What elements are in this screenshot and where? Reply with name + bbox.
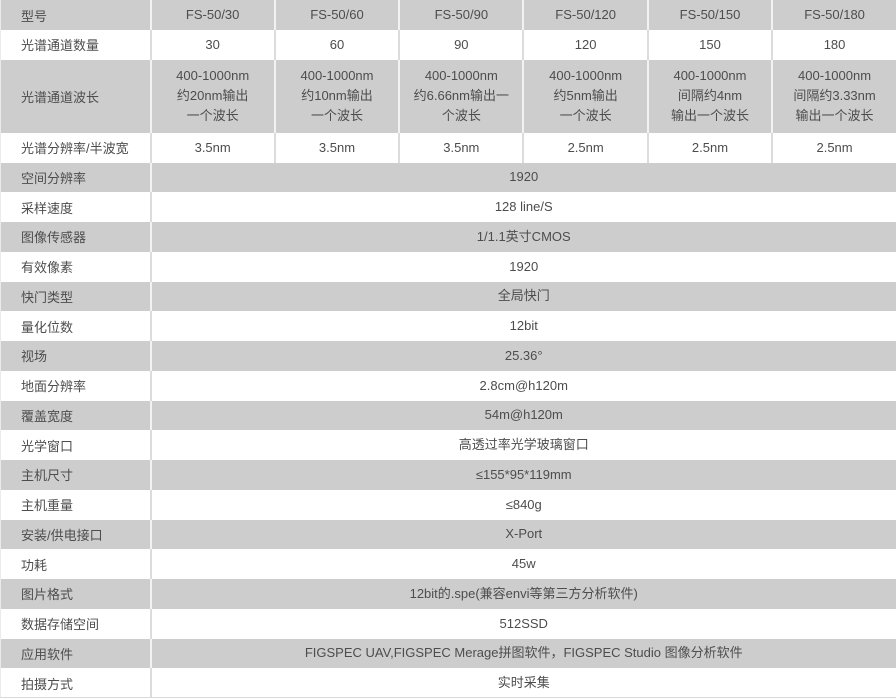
table-row-application-software: 应用软件 FIGSPEC UAV,FIGSPEC Merage拼图软件，FIGS… [0,638,896,669]
row-label: 型号 [21,8,48,24]
cell-value: 全局快门 [149,281,896,312]
table-row-data-storage: 数据存储空间 512SSD [0,608,896,639]
cell-value: 60 [273,30,400,60]
table-row-channel-count: 光谱通道数量 30 60 90 120 150 180 [0,30,896,60]
cell-value: FIGSPEC UAV,FIGSPEC Merage拼图软件，FIGSPEC S… [149,638,896,669]
table-row-optical-window: 光学窗口 高透过率光学玻璃窗口 [0,430,896,460]
column-header-model: FS-50/180 [771,0,896,30]
column-header-model: FS-50/150 [646,0,773,30]
row-label: 地面分辨率 [21,379,87,395]
table-row-image-sensor: 图像传感器 1/1.1英寸CMOS [0,222,896,252]
cell-value: 180 [771,30,896,60]
row-label: 光谱通道数量 [21,38,100,54]
column-header-model: FS-50/30 [149,0,275,30]
table-row-channel-wavelength: 光谱通道波长 400-1000nm 约20nm输出 一个波长 400-1000n… [0,59,896,133]
table-row-spatial-resolution: 空间分辨率 1920 [0,162,896,193]
cell-value: ≤155*95*119mm [149,460,896,490]
cell-value: 25.36° [149,341,896,371]
table-row-sampling-speed: 采样速度 128 line/S [0,192,896,222]
row-label: 主机重量 [21,498,74,514]
column-header-model: FS-50/60 [273,0,400,30]
cell-value: 400-1000nm 约20nm输出 一个波长 [149,59,275,133]
cell-value: 1920 [149,162,896,193]
cell-value: 1920 [149,251,896,282]
table-row-field-of-view: 视场 25.36° [0,341,896,371]
row-label: 采样速度 [21,200,74,216]
cell-value: 30 [149,30,275,60]
cell-value: 3.5nm [398,132,524,163]
cell-value: 2.8cm@h120m [149,370,896,401]
table-row-model: 型号 FS-50/30 FS-50/60 FS-50/90 FS-50/120 … [0,0,896,30]
column-header-model: FS-50/120 [522,0,648,30]
cell-value: X-Port [149,519,896,550]
cell-value: 2.5nm [646,132,773,163]
row-label: 视场 [21,349,48,365]
row-label: 主机尺寸 [21,468,74,484]
cell-value: ≤840g [149,489,896,520]
cell-value: 400-1000nm 约10nm输出 一个波长 [273,59,400,133]
cell-value: 12bit的.spe(兼容envi等第三方分析软件) [149,579,896,609]
column-header-model: FS-50/90 [398,0,524,30]
row-label: 光谱分辨率/半波宽 [21,141,129,157]
row-label: 图片格式 [21,587,74,603]
table-row-image-format: 图片格式 12bit的.spe(兼容envi等第三方分析软件) [0,579,896,609]
row-label: 功耗 [21,557,48,573]
cell-value: 12bit [149,311,896,341]
table-row-mount-power-interface: 安装/供电接口 X-Port [0,519,896,550]
row-label: 有效像素 [21,260,74,276]
table-row-host-weight: 主机重量 ≤840g [0,489,896,520]
cell-value: 400-1000nm 约5nm输出 一个波长 [522,59,648,133]
cell-value: 90 [398,30,524,60]
row-label: 空间分辨率 [21,170,87,186]
row-label: 图像传感器 [21,230,87,246]
row-label: 拍摄方式 [21,676,74,692]
table-row-shutter-type: 快门类型 全局快门 [0,281,896,312]
cell-value: 128 line/S [149,192,896,222]
cell-value: 45w [149,549,896,579]
cell-value: 150 [646,30,773,60]
cell-value: 54m@h120m [149,400,896,431]
row-label: 光谱通道波长 [21,89,100,105]
cell-value: 120 [522,30,648,60]
table-row-spectral-resolution: 光谱分辨率/半波宽 3.5nm 3.5nm 3.5nm 2.5nm 2.5nm … [0,132,896,163]
cell-value: 3.5nm [273,132,400,163]
table-row-ground-resolution: 地面分辨率 2.8cm@h120m [0,370,896,401]
table-row-host-size: 主机尺寸 ≤155*95*119mm [0,460,896,490]
cell-value: 1/1.1英寸CMOS [149,222,896,252]
cell-value: 实时采集 [149,668,896,697]
cell-value: 400-1000nm 约6.66nm输出一 个波长 [398,59,524,133]
cell-value: 400-1000nm 间隔约4nm 输出一个波长 [646,59,773,133]
table-row-effective-pixels: 有效像素 1920 [0,251,896,282]
table-row-coverage-width: 覆盖宽度 54m@h120m [0,400,896,431]
row-label: 应用软件 [21,646,74,662]
table-row-bit-depth: 量化位数 12bit [0,311,896,341]
cell-value: 高透过率光学玻璃窗口 [149,430,896,460]
cell-value: 2.5nm [771,132,896,163]
table-row-power-consumption: 功耗 45w [0,549,896,579]
cell-value: 400-1000nm 间隔约3.33nm 输出一个波长 [771,59,896,133]
row-label: 量化位数 [21,319,74,335]
cell-value: 2.5nm [522,132,648,163]
row-label: 覆盖宽度 [21,408,74,424]
row-label: 快门类型 [21,289,74,305]
row-label: 光学窗口 [21,438,74,454]
cell-value: 3.5nm [149,132,275,163]
row-label: 安装/供电接口 [21,527,103,543]
table-row-capture-mode: 拍摄方式 实时采集 [0,668,896,697]
cell-value: 512SSD [149,608,896,639]
row-label: 数据存储空间 [21,617,100,633]
